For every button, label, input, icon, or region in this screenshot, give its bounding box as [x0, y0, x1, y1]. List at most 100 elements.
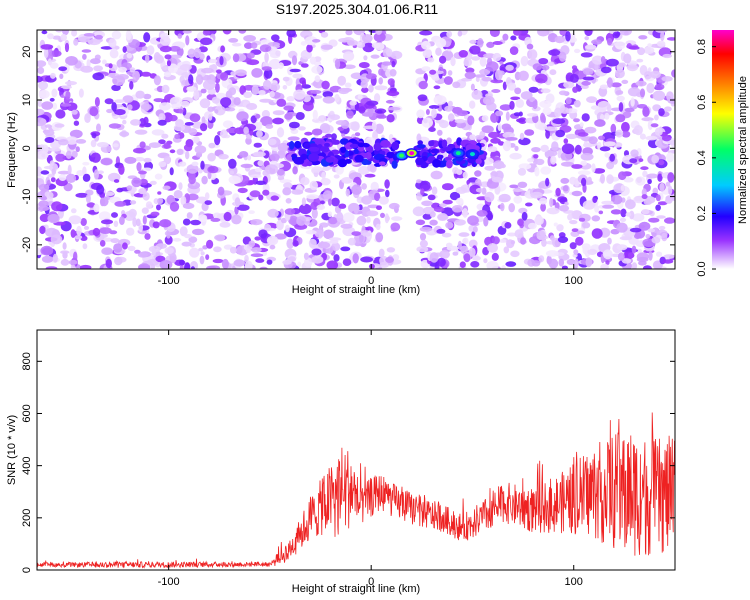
heatmap-cell — [326, 260, 339, 269]
heatmap-cell — [328, 39, 338, 47]
heatmap-cell — [301, 197, 306, 206]
heatmap-cell — [111, 84, 121, 92]
heatmap-cell — [582, 222, 591, 229]
heatmap-cell — [222, 30, 232, 35]
heatmap-cell — [338, 203, 347, 209]
heatmap-cell — [654, 114, 659, 121]
heatmap-cell — [247, 154, 252, 161]
heatmap-cell — [577, 230, 585, 235]
heatmap-cell — [620, 184, 625, 192]
heatmap-cell — [169, 96, 183, 107]
heatmap-cell — [251, 68, 263, 78]
heatmap-y-tick-label: 10 — [21, 94, 33, 106]
heatmap-cell — [416, 133, 422, 143]
heatmap-cell — [47, 33, 54, 40]
heatmap-cell — [54, 123, 65, 128]
heatmap-cell — [238, 151, 249, 158]
heatmap-cell — [628, 46, 640, 50]
heatmap-cell — [386, 151, 395, 159]
heatmap-cell — [391, 160, 398, 169]
heatmap-cell — [662, 53, 672, 59]
heatmap-cell — [462, 237, 469, 245]
heatmap-cell — [269, 153, 280, 161]
heatmap-cell — [362, 125, 376, 130]
heatmap-cell — [471, 56, 481, 61]
heatmap-cell — [412, 206, 425, 217]
heatmap-cell — [555, 129, 566, 138]
heatmap-cell — [508, 203, 515, 213]
heatmap-cell — [469, 134, 476, 141]
heatmap-cell — [429, 252, 439, 263]
heatmap-cell — [386, 90, 400, 97]
heatmap-cell — [525, 202, 533, 207]
heatmap-cell — [255, 113, 261, 119]
heatmap-cell — [37, 100, 42, 107]
heatmap-cell — [127, 104, 133, 111]
heatmap-cell — [189, 113, 201, 123]
heatmap-cell — [531, 147, 541, 153]
heatmap-cell — [193, 47, 202, 59]
heatmap-cell — [469, 39, 477, 45]
heatmap-cell — [113, 220, 119, 227]
heatmap-cell — [481, 125, 494, 134]
heatmap-cell — [642, 265, 652, 269]
heatmap-cell — [158, 161, 167, 168]
heatmap-cell — [649, 70, 661, 79]
heatmap-cell — [37, 150, 49, 160]
heatmap-cell — [587, 248, 598, 255]
heatmap-cell — [463, 58, 473, 67]
heatmap-cell — [43, 48, 49, 59]
heatmap-cell — [342, 258, 352, 267]
heatmap-cell — [291, 189, 304, 195]
heatmap-cell — [526, 113, 538, 117]
heatmap-cells — [37, 30, 675, 269]
heatmap-cell — [92, 227, 101, 237]
heatmap-cell — [430, 148, 440, 154]
heatmap-cell — [438, 154, 444, 159]
heatmap-cell — [118, 66, 127, 73]
heatmap-cell — [353, 148, 359, 155]
heatmap-cell — [148, 245, 161, 253]
heatmap-cell — [157, 197, 164, 205]
heatmap-cell — [300, 63, 309, 68]
heatmap-cell — [472, 255, 481, 261]
heatmap-cell — [573, 118, 580, 123]
heatmap-cell — [184, 122, 194, 126]
heatmap-cell — [179, 226, 188, 237]
heatmap-cell — [572, 86, 579, 93]
heatmap-cell — [495, 110, 504, 117]
heatmap-cell — [265, 164, 278, 175]
heatmap-cell — [570, 32, 576, 40]
heatmap-cell — [349, 143, 359, 148]
heatmap-cell — [331, 139, 340, 145]
heatmap-cell — [255, 180, 266, 185]
heatmap-cell — [363, 55, 368, 61]
heatmap-cell — [157, 191, 162, 195]
heatmap-cell — [92, 72, 104, 81]
heatmap-cell — [643, 199, 652, 205]
heatmap-cell — [556, 224, 564, 232]
heatmap-cell — [542, 107, 552, 116]
heatmap-cell — [293, 89, 306, 100]
heatmap-cell — [220, 129, 228, 139]
heatmap-cell — [70, 264, 76, 269]
heatmap-cell — [289, 140, 295, 150]
heatmap-x-tick-label: 0 — [368, 275, 374, 287]
heatmap-cell — [432, 158, 441, 168]
heatmap-cell — [647, 178, 652, 185]
heatmap-cell — [366, 216, 371, 224]
heatmap-cell — [375, 232, 384, 243]
heatmap-cell — [269, 82, 281, 92]
heatmap-cell — [585, 257, 593, 268]
heatmap-cell — [378, 68, 384, 76]
heatmap-cell — [100, 158, 113, 166]
heatmap-cell — [37, 66, 45, 74]
heatmap-cell — [490, 79, 504, 84]
heatmap-cell — [82, 243, 88, 250]
heatmap-cell — [651, 236, 661, 244]
heatmap-cell — [362, 232, 371, 237]
colorbar-tick-label: 0.0 — [696, 261, 708, 276]
heatmap-cell — [501, 265, 506, 269]
heatmap-cell — [602, 204, 615, 209]
heatmap-cell — [428, 105, 440, 109]
